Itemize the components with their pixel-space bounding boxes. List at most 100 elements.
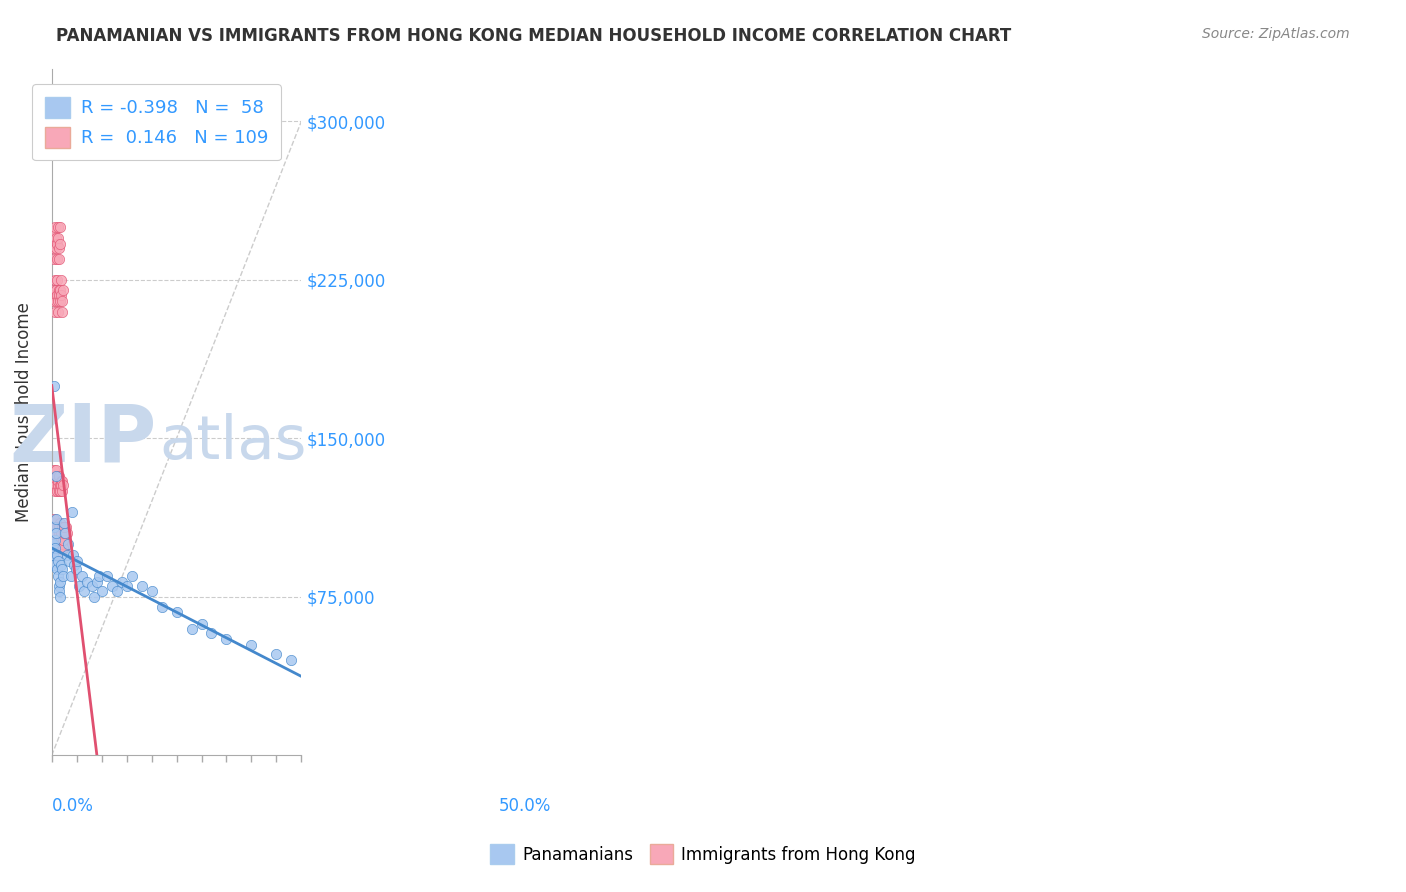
Point [44,537,66,551]
Point [121,568,143,582]
Point [100,579,122,593]
Point [48,537,70,551]
Point [200,625,222,640]
Point [52,533,75,547]
Point [180,622,202,636]
Point [46,541,69,556]
Point [42,537,65,551]
Legend: Panamanians, Immigrants from Hong Kong: Panamanians, Immigrants from Hong Kong [484,838,922,871]
Point [53,526,76,541]
Point [44,526,66,541]
Point [45,484,67,499]
Point [96,568,118,582]
Point [141,583,163,598]
Point [58,554,80,568]
Point [51,273,73,287]
Point [52,284,75,298]
Point [45,511,67,525]
Point [45,548,67,562]
Point [44,533,66,547]
Point [44,533,66,547]
Point [51,526,73,541]
Point [80,579,103,593]
Point [45,463,67,477]
Point [42,241,65,255]
Point [46,533,69,547]
Point [44,304,66,318]
Point [215,632,238,646]
Point [46,533,69,547]
Point [44,474,66,488]
Point [46,541,69,556]
Point [42,230,65,244]
Point [45,526,67,541]
Point [115,579,138,593]
Point [44,236,66,251]
Point [51,520,73,534]
Point [48,241,70,255]
Point [51,520,73,534]
Point [48,469,70,483]
Point [46,469,69,483]
Point [45,478,67,492]
Point [44,541,66,556]
Point [44,378,66,392]
Point [44,520,66,534]
Point [55,548,77,562]
Point [49,541,72,556]
Point [67,579,90,593]
Point [49,575,72,590]
Point [42,533,65,547]
Point [46,554,69,568]
Point [166,605,188,619]
Point [131,579,153,593]
Point [53,520,76,534]
Point [52,526,75,541]
Point [44,484,66,499]
Point [45,230,67,244]
Point [49,533,72,547]
Point [42,293,65,308]
Text: 0.0%: 0.0% [52,797,94,814]
Point [111,575,134,590]
Point [49,284,72,298]
Point [42,548,65,562]
Point [51,562,73,576]
Text: 50.0%: 50.0% [499,797,551,814]
Point [52,478,75,492]
Point [86,575,108,590]
Point [52,533,75,547]
Text: Source: ZipAtlas.com: Source: ZipAtlas.com [1202,27,1350,41]
Point [48,520,70,534]
Point [42,284,65,298]
Point [70,568,93,582]
Legend: R = -0.398   N =  58, R =  0.146   N = 109: R = -0.398 N = 58, R = 0.146 N = 109 [32,85,281,161]
Point [48,287,70,301]
Point [62,548,84,562]
Point [48,484,70,499]
Point [76,575,98,590]
Point [51,293,73,308]
Text: PANAMANIAN VS IMMIGRANTS FROM HONG KONG MEDIAN HOUSEHOLD INCOME CORRELATION CHAR: PANAMANIAN VS IMMIGRANTS FROM HONG KONG … [56,27,1011,45]
Point [45,252,67,266]
Point [46,478,69,492]
Point [42,463,65,477]
Point [42,474,65,488]
Point [42,516,65,530]
Point [46,220,69,235]
Point [280,653,302,667]
Point [49,558,72,573]
Point [51,484,73,499]
Point [44,533,66,547]
Point [41,526,63,541]
Point [51,537,73,551]
Point [49,287,72,301]
Point [45,520,67,534]
Point [44,541,66,556]
Point [45,548,67,562]
Point [90,583,112,598]
Point [44,287,66,301]
Point [46,293,69,308]
Point [51,474,73,488]
Point [42,558,65,573]
